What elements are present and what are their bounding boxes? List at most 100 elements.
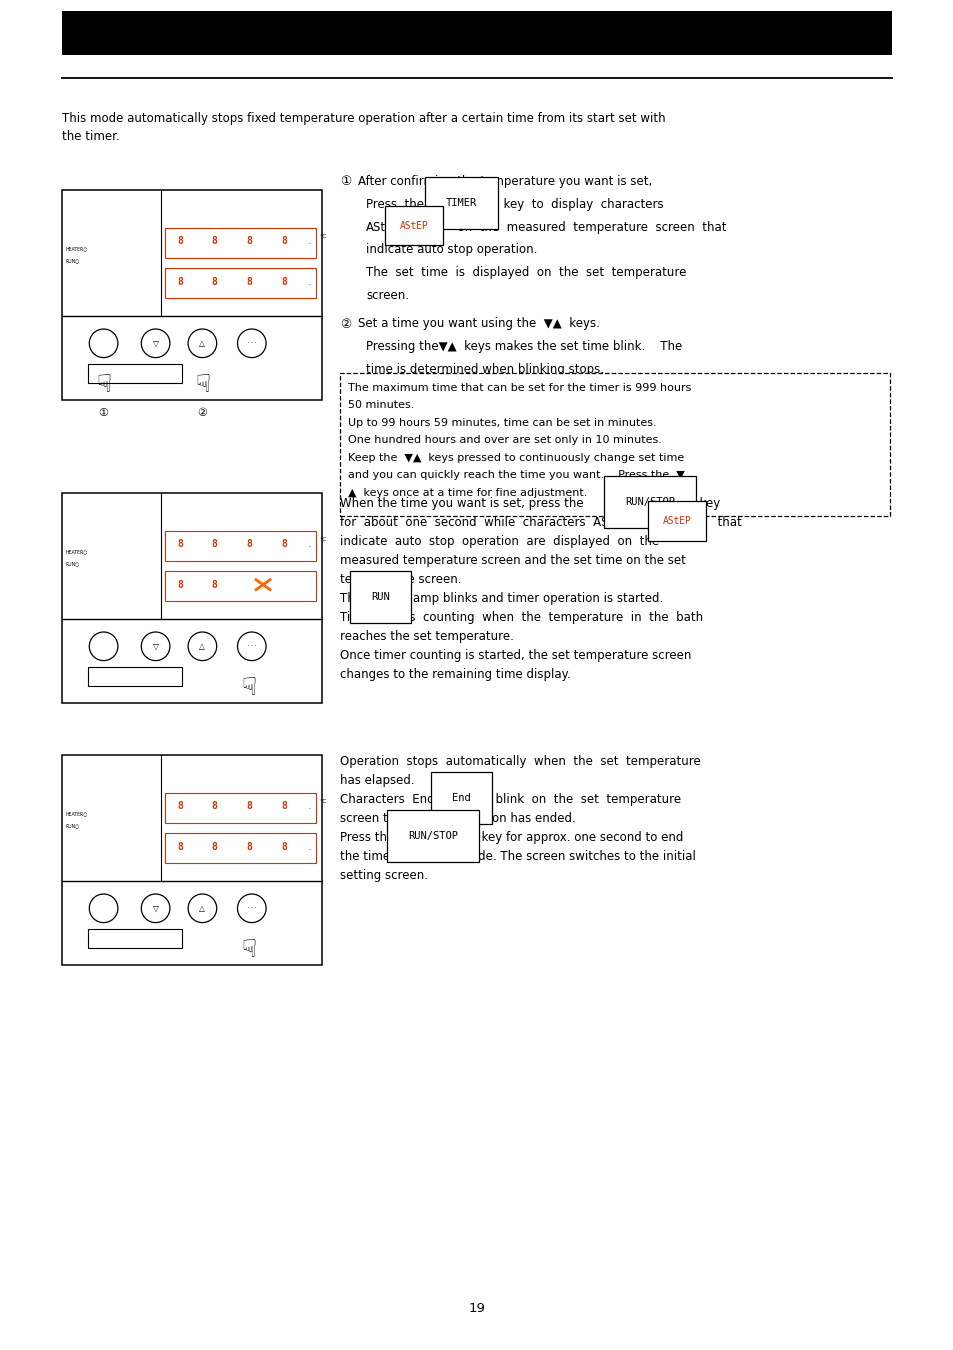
Text: 8: 8 (176, 277, 183, 286)
Text: Characters  End: Characters End (339, 792, 441, 806)
Bar (165, 228, 315, 258)
Circle shape (188, 894, 216, 922)
Text: Keep the  ▼▲  keys pressed to continuously change set time: Keep the ▼▲ keys pressed to continuously… (348, 452, 683, 463)
Circle shape (237, 894, 266, 922)
Text: 8: 8 (176, 579, 183, 590)
Text: RUN○: RUN○ (66, 562, 80, 566)
Text: One hundred hours and over are set only in 10 minutes.: One hundred hours and over are set only … (348, 435, 661, 446)
Circle shape (237, 329, 266, 358)
Text: 8: 8 (212, 579, 217, 590)
Text: Press  the: Press the (366, 198, 431, 211)
Text: on  the  measured  temperature  screen  that: on the measured temperature screen that (450, 220, 726, 234)
Circle shape (237, 632, 266, 660)
Circle shape (141, 632, 170, 660)
Text: 8: 8 (246, 842, 252, 852)
Circle shape (90, 894, 118, 922)
Text: ☟: ☟ (96, 373, 112, 397)
Text: indicate  auto  stop  operation  are  displayed  on  the: indicate auto stop operation are display… (339, 535, 659, 548)
Text: △: △ (199, 339, 205, 348)
Text: 8: 8 (212, 802, 217, 811)
Text: lamp blinks and timer operation is started.: lamp blinks and timer operation is start… (401, 593, 662, 605)
Text: 8: 8 (281, 277, 287, 286)
Text: 8: 8 (281, 842, 287, 852)
Text: ②: ② (197, 408, 207, 418)
Bar (339, 373, 889, 516)
Text: AStEP: AStEP (399, 220, 428, 231)
Circle shape (188, 329, 216, 358)
Text: HEATER○: HEATER○ (66, 811, 89, 817)
Circle shape (188, 632, 216, 660)
Text: screen to indicate operation has ended.: screen to indicate operation has ended. (339, 811, 576, 825)
Text: Timer  starts  counting  when  the  temperature  in  the  bath: Timer starts counting when the temperatu… (339, 612, 702, 624)
Text: 8: 8 (281, 540, 287, 549)
Bar (62, 493, 322, 703)
Text: ☟: ☟ (194, 373, 210, 397)
Text: ▽: ▽ (152, 903, 158, 913)
Text: °C: °C (318, 799, 326, 805)
Text: has elapsed.: has elapsed. (339, 774, 415, 787)
Bar (165, 571, 315, 601)
Text: This mode automatically stops fixed temperature operation after a certain time f: This mode automatically stops fixed temp… (62, 112, 665, 126)
Text: blink  on  the  set  temperature: blink on the set temperature (488, 792, 680, 806)
Text: Operation  stops  automatically  when  the  set  temperature: Operation stops automatically when the s… (339, 755, 700, 768)
Text: and you can quickly reach the time you want.    Press the  ▼: and you can quickly reach the time you w… (348, 470, 684, 481)
Text: 8: 8 (246, 540, 252, 549)
Text: measured temperature screen and the set time on the set: measured temperature screen and the set … (339, 554, 685, 567)
Text: After confirming the temperature you want is set,: After confirming the temperature you wan… (357, 176, 652, 188)
Circle shape (90, 329, 118, 358)
Text: RUN○: RUN○ (66, 258, 80, 263)
Text: Once timer counting is started, the set temperature screen: Once timer counting is started, the set … (339, 649, 691, 662)
Bar (165, 531, 315, 562)
Text: key for approx. one second to end: key for approx. one second to end (474, 832, 682, 844)
Text: - - -: - - - (248, 340, 255, 344)
Text: HEATER○: HEATER○ (66, 247, 89, 251)
Text: time is determined when blinking stops.: time is determined when blinking stops. (366, 363, 603, 377)
Text: indicate auto stop operation.: indicate auto stop operation. (366, 243, 537, 256)
Bar (88, 667, 181, 686)
Text: .: . (308, 540, 311, 549)
Text: AStEP: AStEP (662, 516, 691, 526)
Text: .: . (308, 277, 311, 286)
Bar (88, 929, 181, 948)
Text: ▲  keys once at a time for fine adjustment.: ▲ keys once at a time for fine adjustmen… (348, 487, 587, 498)
Text: - - -: - - - (248, 643, 255, 648)
Text: ▽: ▽ (152, 641, 158, 651)
Bar (88, 364, 181, 383)
Text: AStP: AStP (366, 220, 393, 234)
Text: temperature screen.: temperature screen. (339, 572, 461, 586)
Text: 8: 8 (212, 236, 217, 247)
Text: RUN/STOP: RUN/STOP (624, 497, 675, 508)
Text: .: . (308, 842, 311, 852)
Text: °C: °C (318, 537, 326, 543)
Text: RUN: RUN (371, 593, 390, 602)
Text: The  set  time  is  displayed  on  the  set  temperature: The set time is displayed on the set tem… (366, 266, 685, 279)
Text: 8: 8 (246, 802, 252, 811)
Text: .: . (308, 236, 311, 247)
Text: Press the: Press the (339, 832, 401, 844)
Text: End: End (452, 792, 470, 803)
Text: RUN/STOP: RUN/STOP (408, 832, 457, 841)
Bar (62, 11, 891, 55)
Text: reaches the set temperature.: reaches the set temperature. (339, 630, 514, 643)
Text: ☟: ☟ (241, 938, 256, 961)
Text: When the time you want is set, press the: When the time you want is set, press the (339, 497, 591, 510)
Text: that: that (709, 516, 741, 529)
Text: 8: 8 (212, 540, 217, 549)
Text: RUN○: RUN○ (66, 824, 80, 828)
Text: Pressing the▼▲  keys makes the set time blink.    The: Pressing the▼▲ keys makes the set time b… (366, 340, 681, 354)
Text: 8: 8 (176, 540, 183, 549)
Text: 8: 8 (246, 277, 252, 286)
Text: 8: 8 (176, 236, 183, 247)
Bar (165, 833, 315, 864)
Text: ①: ① (339, 176, 351, 188)
Text: Up to 99 hours 59 minutes, time can be set in minutes.: Up to 99 hours 59 minutes, time can be s… (348, 417, 656, 428)
Text: 8: 8 (212, 842, 217, 852)
Text: key: key (691, 497, 720, 510)
Text: ②: ② (339, 317, 351, 331)
Text: The: The (339, 593, 369, 605)
Text: ①: ① (98, 408, 109, 418)
Text: Set a time you want using the  ▼▲  keys.: Set a time you want using the ▼▲ keys. (357, 317, 599, 331)
Text: The maximum time that can be set for the timer is 999 hours: The maximum time that can be set for the… (348, 382, 691, 393)
Circle shape (141, 894, 170, 922)
Text: 50 minutes.: 50 minutes. (348, 400, 414, 410)
